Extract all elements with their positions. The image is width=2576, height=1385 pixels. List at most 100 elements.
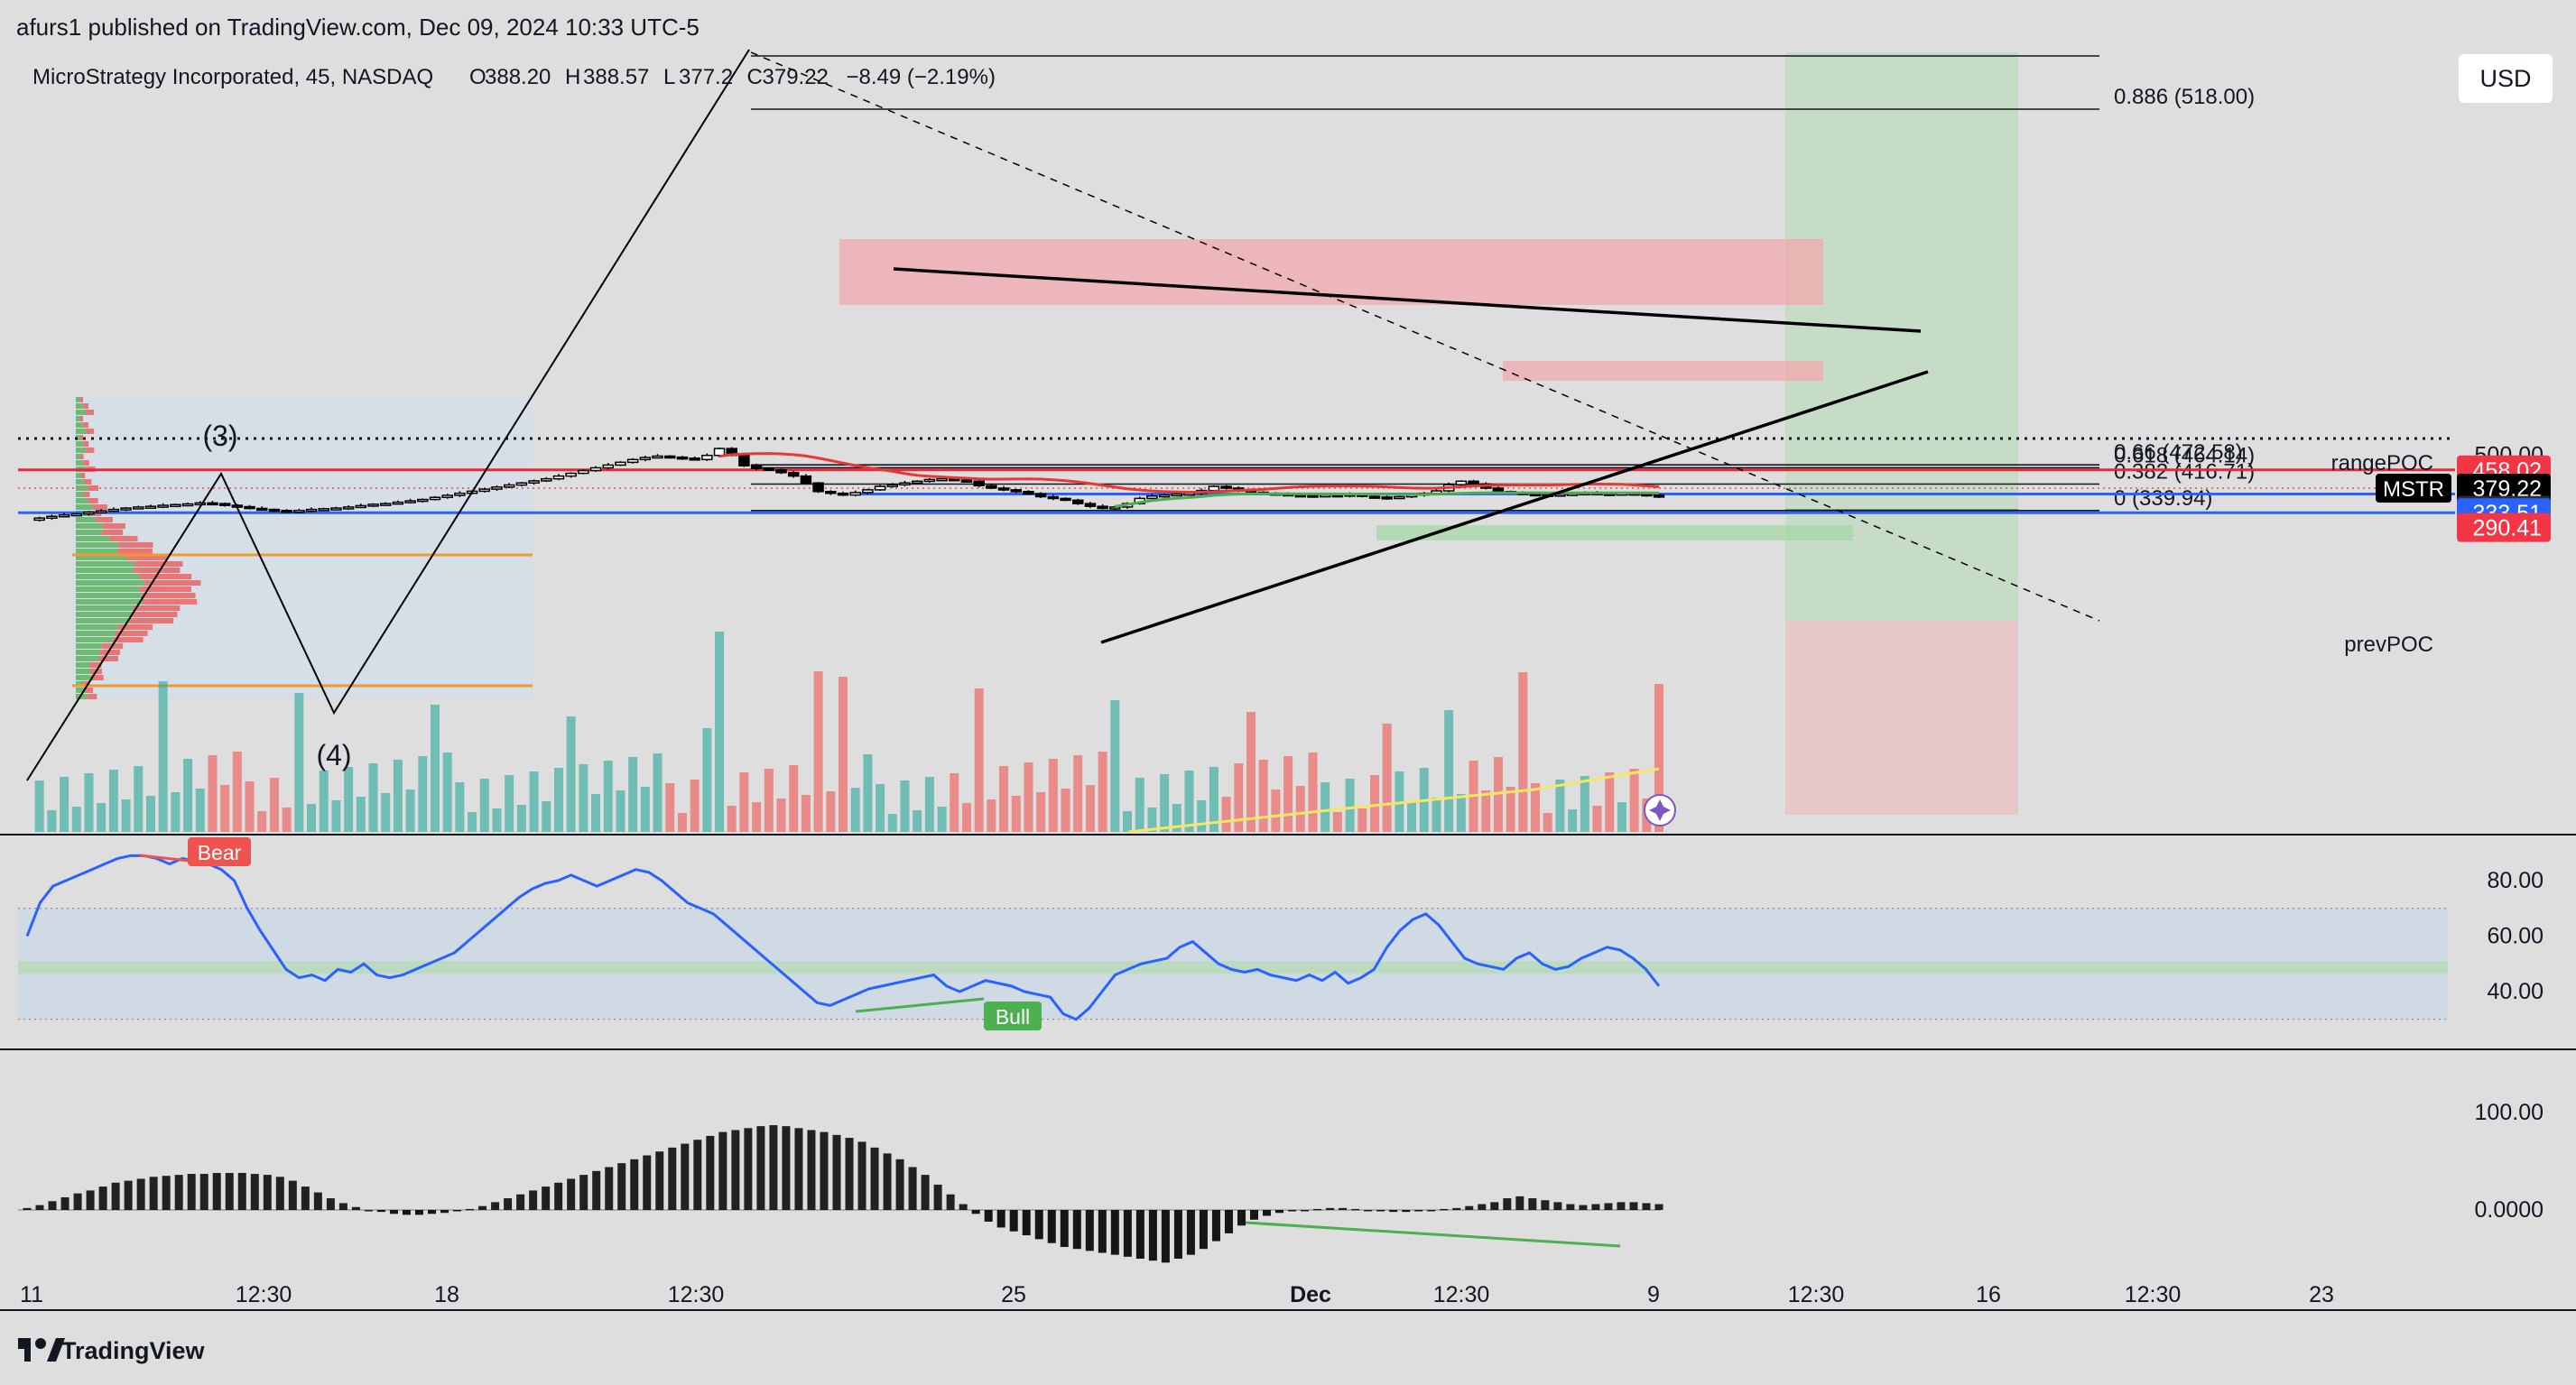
volume-bar <box>1332 812 1342 832</box>
volume-bar <box>1456 794 1466 832</box>
volume-bar <box>1543 813 1552 832</box>
volume-bar <box>640 787 650 832</box>
candle <box>1492 487 1505 493</box>
volume-bar <box>195 789 205 832</box>
profile-bar-sell <box>82 441 89 447</box>
fib-label: 0.382 (416.71) <box>2114 460 2255 485</box>
volume-bar <box>727 806 737 832</box>
candle <box>565 472 577 477</box>
candle <box>491 486 503 490</box>
osc-bar <box>136 1178 145 1210</box>
fibonacci-levels[interactable]: 0.886 (518.00) 0.66 (472.58)0.618 (464.14… <box>751 55 2255 512</box>
osc-bar <box>1642 1203 1651 1210</box>
wave-label-3: (3) <box>202 420 237 452</box>
profile-bar-sell <box>139 574 192 579</box>
wave-labels: (3) (4) <box>202 420 351 771</box>
osc-bar <box>1654 1204 1663 1210</box>
candle <box>157 504 169 508</box>
tradingview-logo[interactable]: TradingView <box>18 1337 206 1364</box>
volume-bar <box>1011 796 1021 832</box>
candle <box>800 475 812 485</box>
volume-bar <box>739 772 749 832</box>
volume-bar <box>1135 778 1144 832</box>
candle <box>775 469 787 474</box>
candle <box>663 455 676 459</box>
candle <box>144 505 157 509</box>
fib-dashed-trendline[interactable] <box>750 51 2100 622</box>
candle <box>1368 495 1381 499</box>
volume-bar <box>418 756 428 832</box>
volume-bar <box>1506 787 1515 832</box>
candle <box>194 502 207 506</box>
triangle-lower-trendline[interactable] <box>1100 370 1929 644</box>
candle <box>936 477 948 482</box>
triangle-upper-trendline[interactable] <box>893 267 1922 333</box>
osc-bar <box>744 1128 753 1210</box>
volume-bar <box>1110 700 1120 832</box>
candle <box>1084 503 1097 507</box>
osc-bar <box>338 1203 347 1210</box>
volume-bar <box>1073 755 1083 832</box>
osc-bar <box>504 1198 513 1210</box>
osc-bar <box>440 1210 449 1214</box>
rsi-pane[interactable]: Bear Bull 80.00 60.00 40.00 <box>18 837 2544 1030</box>
symbol-legend[interactable]: MicroStrategy Incorporated, 45, NASDAQ <box>32 65 433 89</box>
volume-bar <box>553 768 563 832</box>
osc-bar <box>643 1155 652 1210</box>
elliott-wave-lines[interactable] <box>26 49 750 781</box>
candle <box>973 480 985 487</box>
osc-bar <box>1186 1210 1195 1255</box>
profile-bar-buy <box>76 422 83 428</box>
osc-bar <box>794 1128 803 1210</box>
profile-bar-sell <box>144 580 201 586</box>
profile-bar-sell <box>86 429 95 434</box>
profile-bar-buy <box>76 637 113 642</box>
osc-tick-label: 100.00 <box>2475 1100 2544 1125</box>
volume-bar <box>1123 811 1133 832</box>
drawings-layer[interactable] <box>26 49 2100 826</box>
profile-bar-buy <box>76 631 116 636</box>
osc-bar <box>1553 1202 1562 1210</box>
profile-bar-sell <box>141 593 196 598</box>
volume-bar <box>839 677 848 832</box>
osc-bar <box>1173 1210 1182 1259</box>
profile-bar-buy <box>76 479 85 485</box>
oscillator-pane[interactable]: 100.00 0.0000 <box>18 1100 2544 1263</box>
volume-bar <box>1531 783 1541 832</box>
osc-bar <box>1591 1204 1600 1210</box>
osc-bar <box>1009 1210 1018 1232</box>
candle <box>1047 495 1060 500</box>
osc-bar <box>1351 1208 1360 1211</box>
profile-bar-buy <box>76 580 145 586</box>
candle <box>701 454 713 461</box>
osc-bar <box>1452 1207 1461 1210</box>
volume-bar <box>1036 792 1046 832</box>
profile-bar-buy <box>76 643 102 649</box>
candle <box>218 503 231 506</box>
profile-bar-sell <box>129 618 174 623</box>
osc-bar <box>984 1210 993 1222</box>
osc-bar <box>655 1151 664 1210</box>
moving-average-line <box>718 452 1660 494</box>
candle <box>1060 497 1071 502</box>
volume-bar <box>245 781 255 832</box>
profile-bar-buy <box>76 675 91 680</box>
candle <box>874 485 886 491</box>
sparkle-icon-shape <box>1649 799 1671 821</box>
profile-bar-buy <box>76 441 83 447</box>
volume-bar <box>665 783 675 832</box>
osc-bar <box>693 1140 702 1210</box>
ohlc-key: O <box>469 65 486 89</box>
tradingview-logo-icon <box>18 1338 65 1362</box>
osc-bar <box>1135 1210 1144 1259</box>
currency-button[interactable]: USD <box>2459 54 2553 103</box>
candle <box>1381 496 1393 500</box>
profile-bar-sell <box>85 688 94 693</box>
time-axis[interactable]: 11 12:30 18 12:30 25 Dec 12:30 9 12:30 16 12:30 23 <box>20 1282 2334 1307</box>
volume-bar <box>84 773 94 832</box>
volume-bar <box>789 765 799 832</box>
volume-bar <box>158 681 168 832</box>
osc-bar <box>1288 1210 1297 1212</box>
